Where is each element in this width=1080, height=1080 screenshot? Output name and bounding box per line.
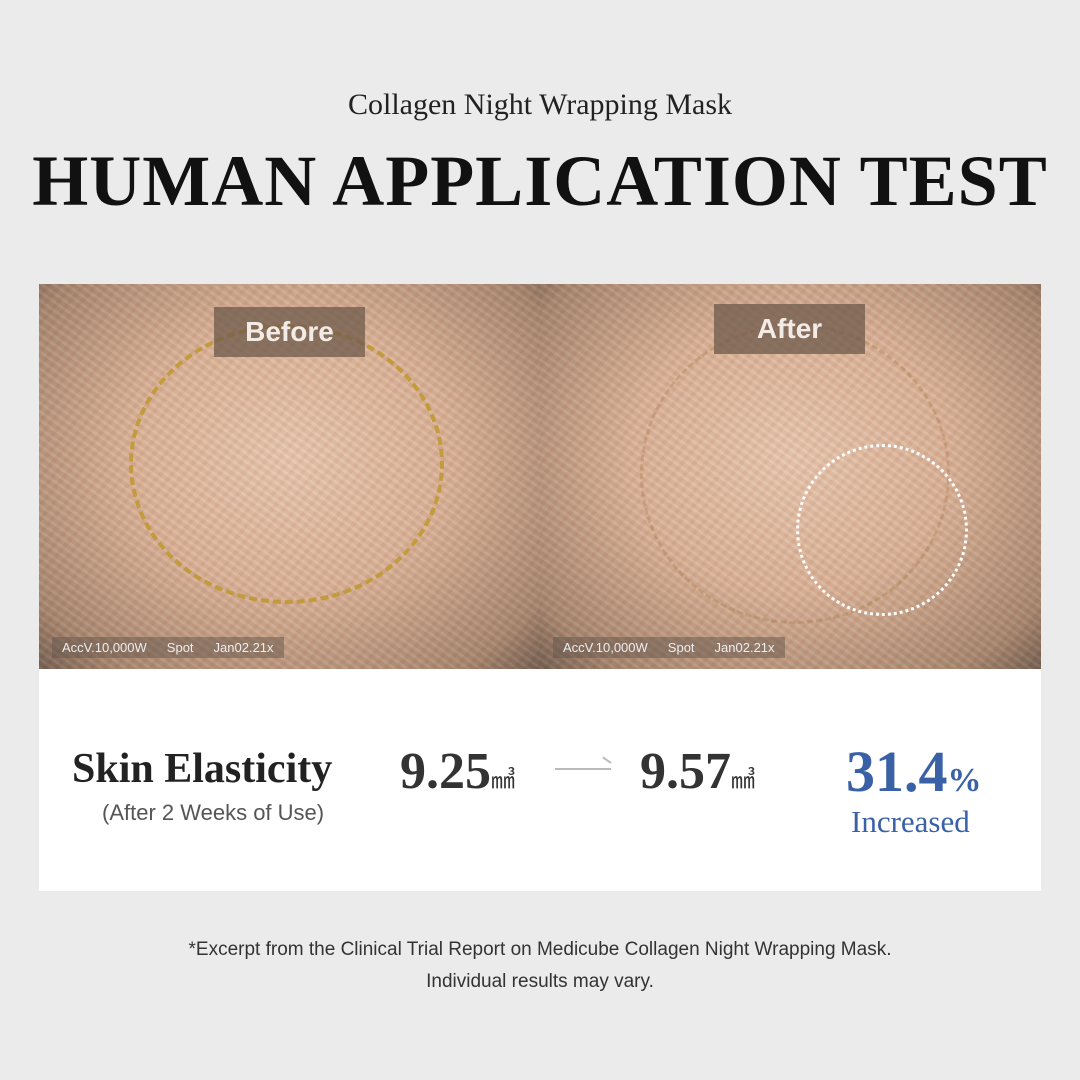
photo-meta: AccV.10,000W Spot Jan02.21x	[52, 637, 284, 658]
meta-mode: Spot	[166, 640, 194, 655]
unit: ㎣	[731, 768, 755, 794]
meta-date: Jan02.21x	[714, 640, 775, 655]
product-name: Collagen Night Wrapping Mask	[347, 88, 733, 121]
change-label: Increased	[851, 804, 970, 839]
meta-voltage: AccV.10,000W	[563, 640, 648, 655]
after-label: After	[714, 304, 865, 354]
meta-voltage: AccV.10,000W	[62, 640, 147, 655]
meta-date: Jan02.21x	[213, 640, 274, 655]
disclaimer: *Excerpt from the Clinical Trial Report …	[0, 934, 1080, 998]
before-value: 9.25㎣	[400, 742, 515, 801]
disclaimer-line-1: *Excerpt from the Clinical Trial Report …	[188, 939, 892, 960]
metric-name: Skin Elasticity	[72, 746, 333, 792]
change-percent: 31.4%	[846, 738, 982, 805]
photo-meta: AccV.10,000W Spot Jan02.21x	[553, 637, 785, 658]
disclaimer-line-2: Individual results may vary.	[426, 971, 654, 992]
before-number: 9.25	[400, 743, 491, 800]
metric-period: (After 2 Weeks of Use)	[102, 800, 325, 825]
arrow-icon	[555, 768, 611, 770]
meta-mode: Spot	[667, 640, 695, 655]
percent-sign: %	[947, 762, 982, 799]
before-photo: Before AccV.10,000W Spot Jan02.21x	[39, 284, 540, 669]
change-number: 31.4	[846, 739, 948, 804]
result-panel	[39, 669, 1041, 891]
highlight-circle	[796, 444, 968, 616]
after-photo: After AccV.10,000W Spot Jan02.21x	[540, 284, 1041, 669]
measurement-ring	[129, 324, 444, 604]
after-value: 9.57㎣	[640, 742, 755, 801]
page-title: HUMAN APPLICATION TEST	[32, 141, 1048, 221]
before-label: Before	[214, 307, 365, 357]
unit: ㎣	[491, 768, 515, 794]
after-number: 9.57	[640, 743, 731, 800]
